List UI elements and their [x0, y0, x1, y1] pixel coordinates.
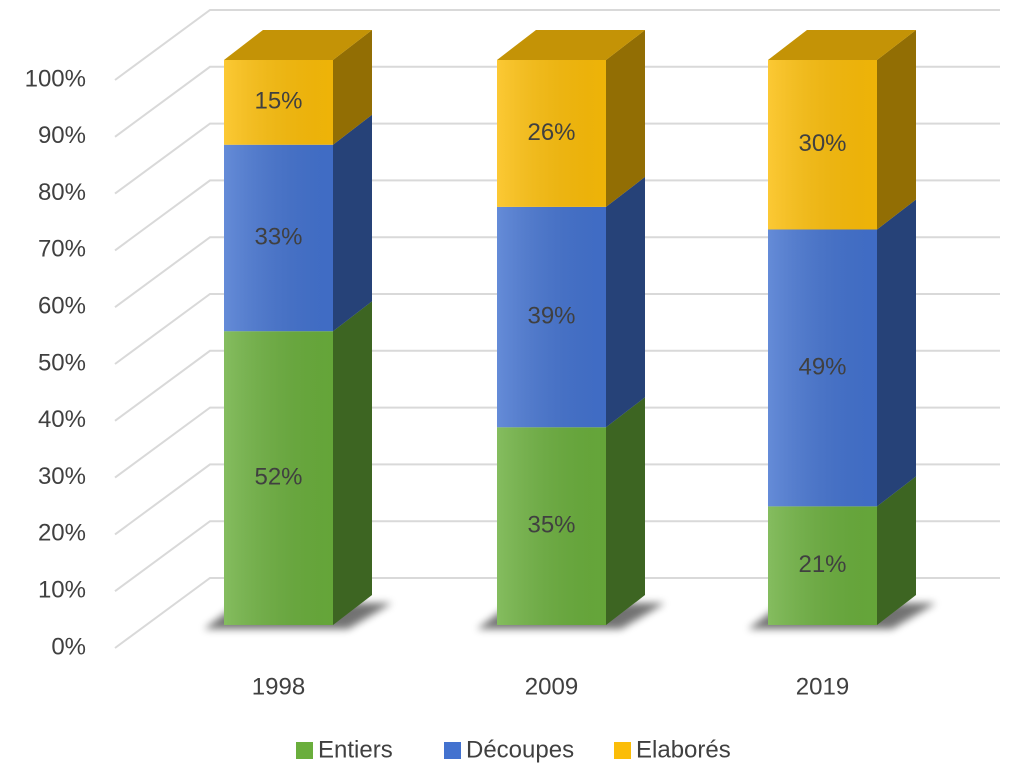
bar-side-shade [877, 199, 916, 507]
legend-swatch [296, 742, 313, 759]
y-tick-label: 90% [38, 122, 86, 149]
bar-shine [224, 60, 333, 145]
legend-swatch [614, 742, 631, 759]
grid-line [114, 406, 1000, 479]
grid-line [114, 577, 1000, 649]
bar-side-shade [606, 397, 645, 625]
value-label: 26% [527, 119, 575, 146]
bar-side-shade [877, 476, 916, 625]
y-tick-label: 20% [38, 520, 86, 547]
bar-top-shade [224, 30, 372, 60]
bar-shine [224, 144, 333, 332]
value-label: 52% [254, 463, 302, 490]
value-label: 21% [798, 551, 846, 578]
bar-side-shade [877, 30, 916, 230]
bar-side [333, 30, 372, 145]
grid-line [114, 9, 1000, 81]
bar-side [606, 397, 645, 625]
y-tick-label: 30% [38, 463, 86, 490]
bar-side-shade [333, 114, 372, 332]
y-tick-label: 50% [38, 349, 86, 376]
grid-line [114, 520, 1000, 593]
y-tick-label: 10% [38, 577, 86, 604]
bar-top-shade [768, 30, 916, 60]
bar-shine [768, 229, 877, 507]
value-label: 35% [527, 511, 575, 538]
bar-side [333, 114, 372, 332]
bar-side-shade [333, 301, 372, 625]
value-label: 39% [527, 302, 575, 329]
bar-side [333, 301, 372, 625]
bar-side [606, 176, 645, 428]
bar-top [497, 30, 645, 60]
bar-shine [224, 331, 333, 625]
bar-side-shade [606, 176, 645, 428]
grid-line [114, 122, 1000, 195]
grid-line [114, 179, 1000, 252]
bar-side [877, 199, 916, 507]
y-tick-label: 70% [38, 236, 86, 263]
legend-label: Entiers [318, 736, 393, 763]
x-tick-label: 2009 [525, 673, 578, 700]
bar-top [224, 30, 372, 60]
grid-line [114, 349, 1000, 422]
y-tick-label: 100% [25, 65, 86, 92]
value-label: 33% [254, 223, 302, 250]
grid-line [114, 65, 1000, 138]
x-tick-label: 2019 [796, 673, 849, 700]
value-label: 49% [798, 353, 846, 380]
bar-shine [497, 206, 606, 428]
legend-swatch [444, 742, 461, 759]
y-tick-label: 80% [38, 179, 86, 206]
value-label: 15% [254, 88, 302, 115]
grid-line [114, 293, 1000, 365]
bar-shine [768, 60, 877, 230]
bar-side-shade [606, 30, 645, 207]
bar-side [877, 476, 916, 625]
y-tick-label: 60% [38, 293, 86, 320]
bar-side [877, 30, 916, 230]
y-tick-label: 0% [51, 633, 86, 660]
x-tick-label: 1998 [252, 673, 305, 700]
bar-shine [497, 427, 606, 625]
legend-label: Elaborés [636, 736, 731, 763]
bar-side-shade [333, 30, 372, 145]
bar-top-shade [497, 30, 645, 60]
bar-top [768, 30, 916, 60]
value-label: 30% [798, 130, 846, 157]
bar-side [606, 30, 645, 207]
legend-label: Découpes [466, 736, 574, 763]
grid-line [114, 236, 1000, 309]
y-tick-label: 40% [38, 406, 86, 433]
bar-shine [768, 506, 877, 625]
bar-shine [497, 60, 606, 207]
grid-line [114, 463, 1000, 536]
